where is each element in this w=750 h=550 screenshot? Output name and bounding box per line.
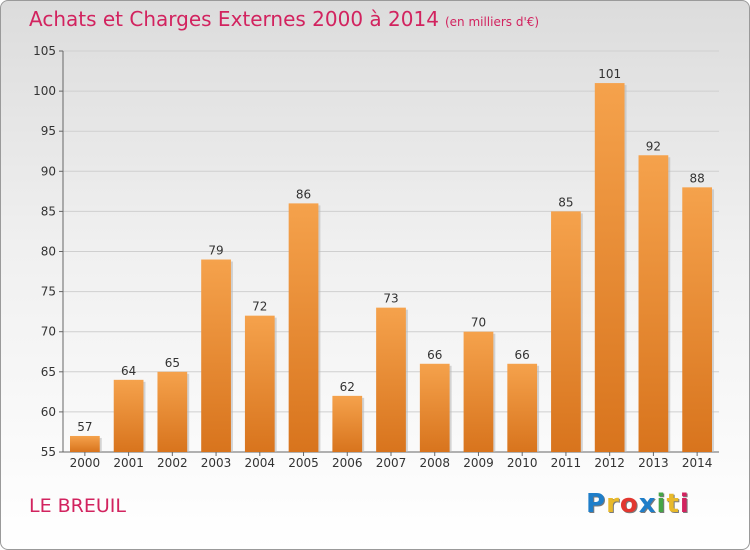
bar (113, 379, 144, 452)
x-tick-label: 2004 (245, 456, 276, 470)
bar (157, 371, 188, 452)
bar (419, 363, 450, 452)
bar (332, 395, 363, 452)
y-tick-label: 55 (41, 445, 56, 459)
data-label: 64 (121, 364, 136, 378)
data-label: 62 (340, 380, 355, 394)
y-tick-label: 80 (41, 245, 56, 259)
x-tick-label: 2005 (288, 456, 319, 470)
bar (201, 259, 231, 452)
data-label: 57 (77, 420, 92, 434)
x-tick-label: 2013 (638, 456, 669, 470)
y-tick-label: 70 (41, 325, 56, 339)
x-tick-label: 2003 (201, 456, 232, 470)
bar (69, 435, 100, 452)
x-tick-label: 2001 (113, 456, 144, 470)
y-tick-label: 90 (41, 164, 56, 178)
logo-letter: r (606, 489, 620, 519)
chart-title: Achats et Charges Externes 2000 à 2014 (e… (29, 7, 539, 31)
y-tick-label: 60 (41, 405, 56, 419)
y-tick-label: 65 (41, 365, 56, 379)
logo-letter: P (586, 489, 607, 519)
data-label: 85 (558, 195, 573, 209)
logo-letter: i (656, 489, 667, 519)
data-label: 66 (515, 348, 530, 362)
data-label: 66 (427, 348, 442, 362)
data-label: 86 (296, 187, 311, 201)
bar (376, 307, 406, 452)
logo-letter: i (679, 489, 690, 519)
x-tick-label: 2008 (419, 456, 450, 470)
chart-subtitle: (en milliers d'€) (444, 15, 540, 29)
x-tick-label: 2011 (551, 456, 582, 470)
data-label: 72 (252, 300, 267, 314)
x-tick-label: 2009 (463, 456, 494, 470)
bar (244, 315, 275, 452)
y-tick-label: 75 (41, 285, 56, 299)
x-tick-label: 2010 (507, 456, 538, 470)
y-tick-label: 85 (41, 204, 56, 218)
bar (507, 363, 538, 452)
data-label: 65 (165, 356, 180, 370)
bar (288, 203, 319, 452)
y-tick-label: 95 (41, 124, 56, 138)
x-tick-label: 2002 (157, 456, 188, 470)
x-tick-label: 2000 (70, 456, 101, 470)
logo-letter: t (666, 489, 680, 519)
data-label: 92 (646, 139, 661, 153)
data-label: 88 (689, 171, 704, 185)
bar (682, 187, 713, 452)
logo-letter: o (619, 489, 639, 519)
data-label: 70 (471, 316, 486, 330)
x-tick-label: 2006 (332, 456, 363, 470)
data-label: 73 (383, 292, 398, 306)
y-tick-label: 105 (33, 44, 56, 58)
bar (551, 211, 581, 452)
x-tick-label: 2012 (594, 456, 625, 470)
city-name: LE BREUIL (29, 495, 126, 517)
x-tick-label: 2007 (376, 456, 407, 470)
bar (594, 83, 625, 452)
y-tick-label: 100 (33, 84, 56, 98)
title-text: Achats et Charges Externes 2000 à 2014 (29, 7, 439, 31)
logo-letter: x (638, 489, 657, 519)
bar (638, 155, 669, 452)
data-label: 101 (598, 67, 621, 81)
x-tick-label: 2014 (682, 456, 713, 470)
bar (463, 331, 494, 452)
data-label: 79 (208, 244, 223, 258)
proxiti-logo: Proxiti (586, 489, 690, 519)
